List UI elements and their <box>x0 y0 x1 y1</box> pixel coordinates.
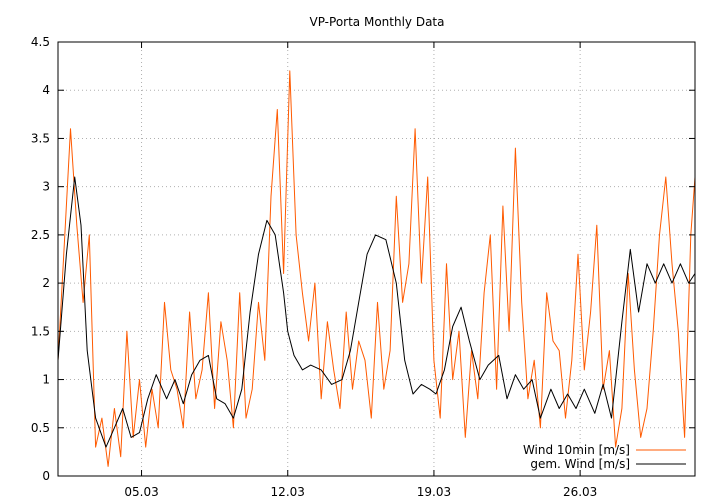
axis-ticks: 0 0.5 1 1.5 2 2.5 3 3.5 4 4.5 05.03 12.03 19.03 26.03 <box>31 35 695 499</box>
legend: Wind 10min [m/s]gem. Wind [m/s] <box>523 443 686 471</box>
x-tick-label: 12.03 <box>271 485 305 499</box>
y-tick-label: 4 <box>42 83 50 97</box>
y-tick-label: 3.5 <box>31 131 50 145</box>
chart-title: VP-Porta Monthly Data <box>310 15 445 29</box>
grid <box>58 42 695 476</box>
y-tick-label: 0 <box>42 469 50 483</box>
x-tick-label: 05.03 <box>124 485 158 499</box>
y-tick-label: 1.5 <box>31 324 50 338</box>
y-tick-label: 2 <box>42 276 50 290</box>
plot-frame <box>57 41 696 477</box>
y-tick-label: 1 <box>42 373 50 387</box>
y-tick-label: 0.5 <box>31 421 50 435</box>
y-tick-label: 4.5 <box>31 35 50 49</box>
series-lines <box>57 70 696 467</box>
series-line-2 <box>57 176 696 448</box>
y-tick-label: 2.5 <box>31 228 50 242</box>
legend-label-1: Wind 10min [m/s] <box>523 443 630 457</box>
series-line-1 <box>57 70 696 467</box>
y-tick-label: 3 <box>42 180 50 194</box>
x-tick-label: 26.03 <box>563 485 597 499</box>
legend-label-2: gem. Wind [m/s] <box>530 457 630 471</box>
x-tick-label: 19.03 <box>417 485 451 499</box>
